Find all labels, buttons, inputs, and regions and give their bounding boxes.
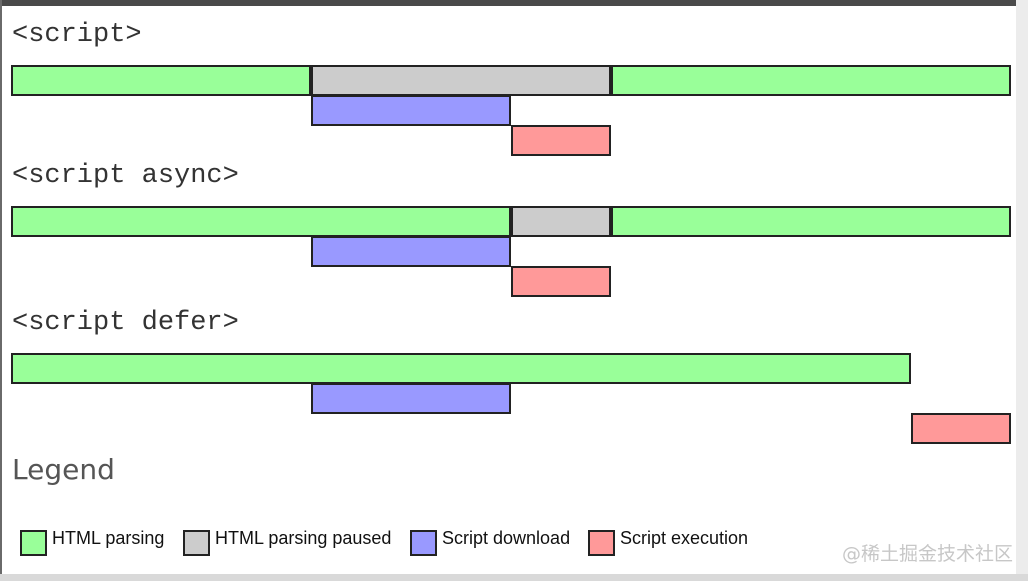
watermark-text: @稀土掘金技术社区: [842, 543, 1014, 565]
bar-download: [311, 236, 511, 267]
window-bottom-edge: [0, 574, 1028, 581]
window-right-edge: [1016, 0, 1028, 581]
bar-download: [311, 95, 511, 126]
bar-execution: [511, 125, 611, 156]
bar-download: [311, 383, 511, 414]
bar-parsing: [11, 65, 311, 96]
legend-label-script-execution: Script execution: [620, 528, 749, 548]
legend-swatch-script-execution: [588, 530, 615, 556]
section-title-script: <script>: [12, 20, 142, 50]
legend-title: Legend: [12, 453, 115, 486]
bar-execution: [511, 266, 611, 297]
bar-parsing: [11, 353, 911, 384]
section-title-script-defer: <script defer>: [12, 308, 239, 338]
window-left-edge: [0, 0, 2, 581]
bar-execution: [911, 413, 1011, 444]
legend-label-script-download: Script download: [442, 528, 571, 548]
legend-swatch-html-parsing: [20, 530, 47, 556]
legend-label-html-parsing: HTML parsing: [52, 528, 165, 548]
window-top-edge: [0, 0, 1028, 6]
bar-paused: [511, 206, 611, 237]
legend-swatch-html-parsing-paused: [183, 530, 210, 556]
legend-label-html-parsing-paused: HTML parsing paused: [215, 528, 392, 548]
legend-swatch-script-download: [410, 530, 437, 556]
bar-paused: [311, 65, 611, 96]
bar-parsing: [11, 206, 511, 237]
bar-parsing: [611, 206, 1011, 237]
section-title-script-async: <script async>: [12, 161, 239, 191]
bar-parsing: [611, 65, 1011, 96]
